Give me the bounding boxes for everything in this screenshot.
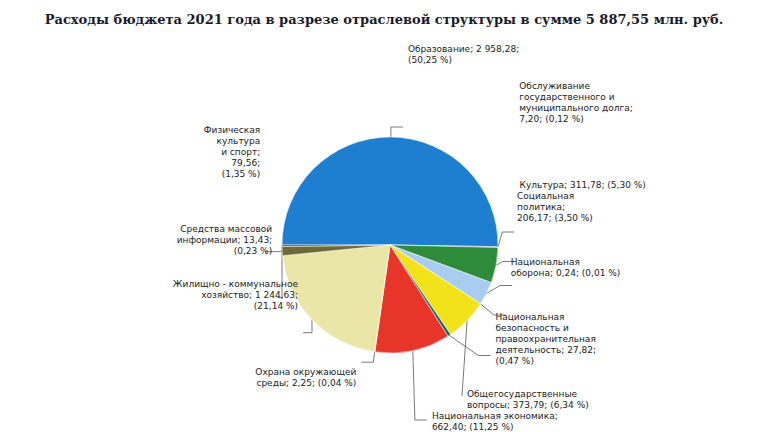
svg-text:(0,23 %): (0,23 %) [234, 246, 272, 256]
svg-text:206,17; (3,50 %): 206,17; (3,50 %) [517, 213, 593, 223]
svg-text:Образование; 2 958,28;: Образование; 2 958,28; [408, 44, 519, 54]
svg-text:Охрана окружающей: Охрана окружающей [255, 367, 356, 377]
svg-text:политика;: политика; [517, 202, 565, 212]
svg-text:662,40; (11,25 %): 662,40; (11,25 %) [432, 422, 514, 432]
svg-text:(1,35 %): (1,35 %) [222, 169, 260, 179]
svg-text:среды; 2,25; (0,04 %): среды; 2,25; (0,04 %) [256, 378, 356, 388]
svg-text:(0,47 %): (0,47 %) [495, 356, 533, 366]
svg-text:и спорт;: и спорт; [221, 147, 260, 157]
svg-text:хозяйство; 1 244,63;: хозяйство; 1 244,63; [201, 290, 298, 300]
svg-text:Средства массовой: Средства массовой [180, 224, 272, 234]
svg-text:информации; 13,43;: информации; 13,43; [177, 235, 272, 245]
svg-text:Обслуживание: Обслуживание [519, 81, 590, 91]
svg-text:Физическая: Физическая [204, 125, 260, 135]
svg-text:безопасность и: безопасность и [495, 323, 568, 333]
svg-text:оборона; 0,24; (0,01 %): оборона; 0,24; (0,01 %) [511, 268, 620, 278]
svg-text:Расходы бюджета 2021 года в ра: Расходы бюджета 2021 года в разрезе отра… [45, 12, 724, 27]
svg-text:(21,14 %): (21,14 %) [254, 301, 298, 311]
svg-text:государственного и: государственного и [519, 92, 614, 102]
svg-text:(50,25 %): (50,25 %) [408, 55, 452, 65]
svg-text:Жилищно - коммунальное: Жилищно - коммунальное [173, 279, 299, 289]
svg-text:Национальная экономика;: Национальная экономика; [432, 411, 558, 421]
svg-text:муниципального долга;: муниципального долга; [519, 103, 633, 113]
svg-text:Общегосударственные: Общегосударственные [467, 389, 578, 399]
svg-text:Культура; 311,78; (5,30 %): Культура; 311,78; (5,30 %) [520, 180, 646, 190]
svg-text:79,56;: 79,56; [231, 158, 260, 168]
svg-text:правоохранительная: правоохранительная [495, 334, 595, 344]
svg-text:7,20; (0,12 %): 7,20; (0,12 %) [519, 114, 583, 124]
svg-text:вопросы; 373,79; (6,34 %): вопросы; 373,79; (6,34 %) [467, 400, 589, 410]
svg-text:деятельность; 27,82;: деятельность; 27,82; [495, 345, 596, 355]
svg-text:Национальная: Национальная [495, 312, 564, 322]
svg-text:Социальная: Социальная [517, 191, 574, 201]
svg-text:культура: культура [217, 136, 261, 146]
svg-text:Национальная: Национальная [511, 257, 580, 267]
